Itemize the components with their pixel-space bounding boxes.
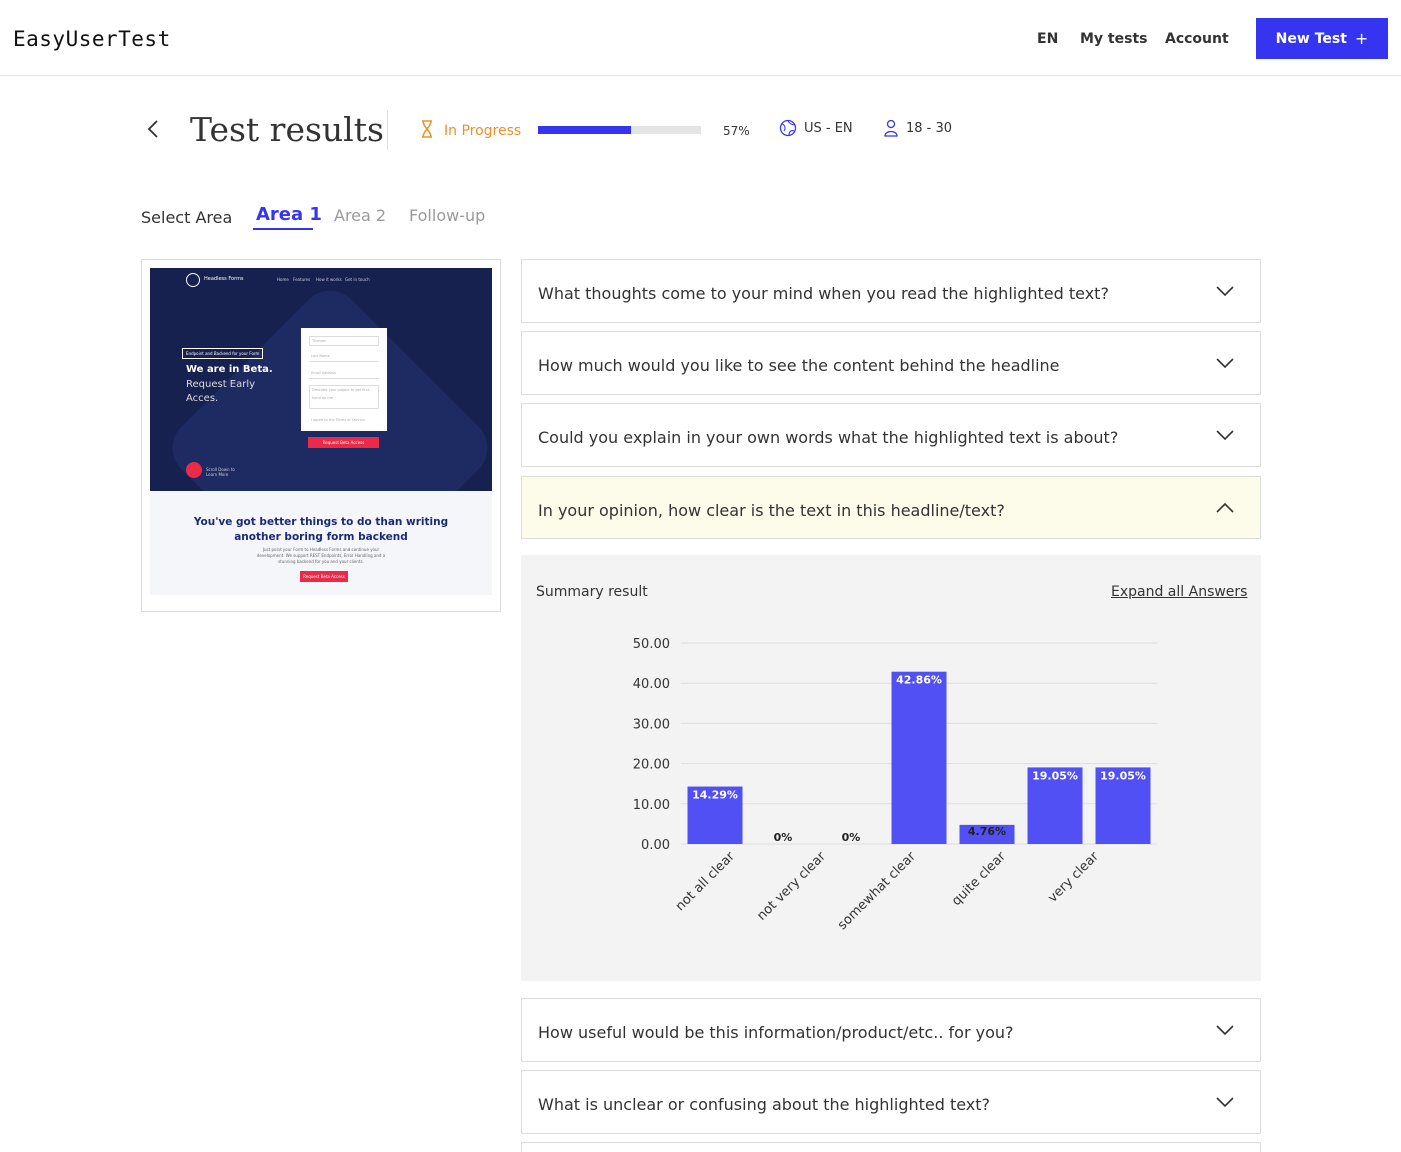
chart-data-label: 14.29%: [692, 789, 738, 802]
page-title: Test results: [190, 110, 384, 149]
expand-all-answers-link[interactable]: Expand all Answers: [1111, 584, 1248, 600]
app-logo[interactable]: EasyUserTest: [13, 27, 171, 51]
question-accordion-3[interactable]: Could you explain in your own words what…: [521, 403, 1261, 467]
question-text: How useful would be this information/pro…: [538, 1023, 1014, 1042]
chart-bar: [1027, 767, 1083, 844]
chart-x-tick-label: not all clear: [673, 849, 738, 914]
chart-data-label: 0%: [774, 831, 793, 844]
preview-nav-item: Features: [293, 277, 311, 282]
question-text: What thoughts come to your mind when you…: [538, 284, 1109, 303]
preview-bottom-section: You've got better things to do than writ…: [150, 491, 492, 595]
divider: [387, 110, 388, 150]
chart-y-tick-label: 50.00: [633, 637, 670, 652]
preview-form-terms: I agree to the Terms of Service: [311, 418, 365, 422]
progress-percentage: 57%: [723, 124, 750, 138]
age-range-label: 18 - 30: [906, 121, 953, 136]
locale-label: US - EN: [804, 121, 853, 136]
preview-nav-item: Get in touch: [345, 277, 370, 282]
preview-form-field: Describe your project to get first-hand …: [309, 385, 379, 409]
chart-data-label: 0%: [842, 831, 861, 844]
preview-nav-item: How it works: [316, 277, 342, 282]
preview-badge: Endpoint and Backend for your Form: [182, 348, 264, 359]
nav-account[interactable]: Account: [1165, 31, 1229, 47]
chart-bar: [1095, 767, 1151, 844]
chart-data-label: 19.05%: [1100, 769, 1146, 782]
preview-form-field: Email Address: [309, 369, 379, 379]
chart-x-tick-label: quite clear: [949, 849, 1009, 909]
preview-logo-icon: [186, 273, 200, 287]
active-tab-indicator: [253, 228, 313, 230]
chart-y-tick-label: 20.00: [633, 758, 670, 773]
preview-hero-title: We are in Beta.: [186, 364, 273, 375]
preview-form-cta: Request Beta Access: [308, 437, 379, 448]
chevron-down-icon: [1216, 430, 1234, 441]
preview-hero: Headless Forms Home Features How it work…: [150, 268, 492, 491]
back-arrow-icon[interactable]: [146, 119, 162, 139]
new-test-label: New Test: [1275, 30, 1347, 47]
preview-form: Thomas Last Name Email Address Describe …: [301, 328, 387, 431]
nav-language[interactable]: EN: [1037, 31, 1059, 47]
question-text: In your opinion, how clear is the text i…: [538, 501, 1005, 520]
chevron-down-icon: [1216, 286, 1234, 297]
question-accordion-7[interactable]: [521, 1142, 1261, 1152]
question-accordion-5[interactable]: How useful would be this information/pro…: [521, 998, 1261, 1062]
chevron-down-icon: [1216, 1025, 1234, 1036]
preview-brand: Headless Forms: [204, 276, 244, 282]
tab-area-1[interactable]: Area 1: [256, 204, 322, 225]
chart-bar: [891, 671, 947, 844]
person-icon: [884, 119, 898, 137]
question-accordion-4[interactable]: In your opinion, how clear is the text i…: [521, 476, 1261, 539]
summary-panel: Summary result Expand all Answers 0.00 10…: [521, 555, 1261, 981]
chevron-down-icon: [1216, 1097, 1234, 1108]
chart-x-tick-label: very clear: [1045, 849, 1102, 906]
chart-bar: [687, 786, 743, 844]
top-header: EasyUserTest EN My tests Account New Tes…: [0, 0, 1401, 76]
chart-y-tick-label: 30.00: [633, 717, 670, 732]
tab-area-2[interactable]: Area 2: [334, 206, 387, 225]
summary-bar-chart: 0.00 10.00 20.00 30.00 40.00 50.00 14.29% 0% 0% 4…: [633, 637, 1157, 933]
preview-form-field: Last Name: [309, 352, 379, 362]
preview-hero-subtitle: Request Early Acces.: [186, 379, 256, 404]
preview-form-field: Thomas: [309, 336, 379, 346]
new-test-button[interactable]: New Test +: [1256, 18, 1388, 59]
select-area-label: Select Area: [141, 208, 233, 227]
question-text: How much would you like to see the conte…: [538, 356, 1060, 375]
question-accordion-6[interactable]: What is unclear or confusing about the h…: [521, 1070, 1261, 1134]
question-accordion-2[interactable]: How much would you like to see the conte…: [521, 331, 1261, 395]
chart-y-tick-label: 40.00: [633, 677, 670, 692]
chart-data-label: 19.05%: [1032, 769, 1078, 782]
globe-icon: [779, 119, 797, 137]
preview-bottom-body: Just point your Form to Headless Forms a…: [256, 547, 386, 564]
chart-bar: [959, 824, 1015, 844]
plus-icon: +: [1354, 29, 1369, 48]
summary-label: Summary result: [536, 584, 648, 600]
chart-x-tick-label: somewhat clear: [835, 849, 919, 933]
chart-x-tick-label: not very clear: [754, 849, 829, 924]
preview-bottom-heading: You've got better things to do than writ…: [193, 516, 449, 543]
question-accordion-1[interactable]: What thoughts come to your mind when you…: [521, 259, 1261, 323]
question-text: What is unclear or confusing about the h…: [538, 1095, 991, 1114]
chart-data-label: 4.76%: [968, 825, 1006, 838]
chart-y-tick-label: 10.00: [633, 798, 670, 813]
status-label: In Progress: [444, 123, 522, 139]
preview-scroll-icon: [186, 462, 202, 478]
test-preview-card[interactable]: Headless Forms Home Features How it work…: [141, 259, 501, 612]
question-text: Could you explain in your own words what…: [538, 428, 1119, 447]
preview-nav-item: Home: [277, 277, 289, 282]
chart-data-label: 42.86%: [896, 674, 942, 687]
hourglass-icon: [422, 120, 432, 138]
chevron-up-icon: [1216, 502, 1234, 513]
nav-my-tests[interactable]: My tests: [1080, 31, 1148, 47]
preview-bottom-cta: Request Beta Access: [300, 571, 348, 582]
chart-y-tick-label: 0.00: [641, 838, 670, 853]
progress-fill: [538, 126, 631, 134]
progress-bar: [538, 126, 701, 134]
chevron-down-icon: [1216, 358, 1234, 369]
tab-follow-up[interactable]: Follow-up: [409, 206, 486, 225]
preview-scroll-hint: Scroll Down to Learn More: [206, 467, 235, 477]
